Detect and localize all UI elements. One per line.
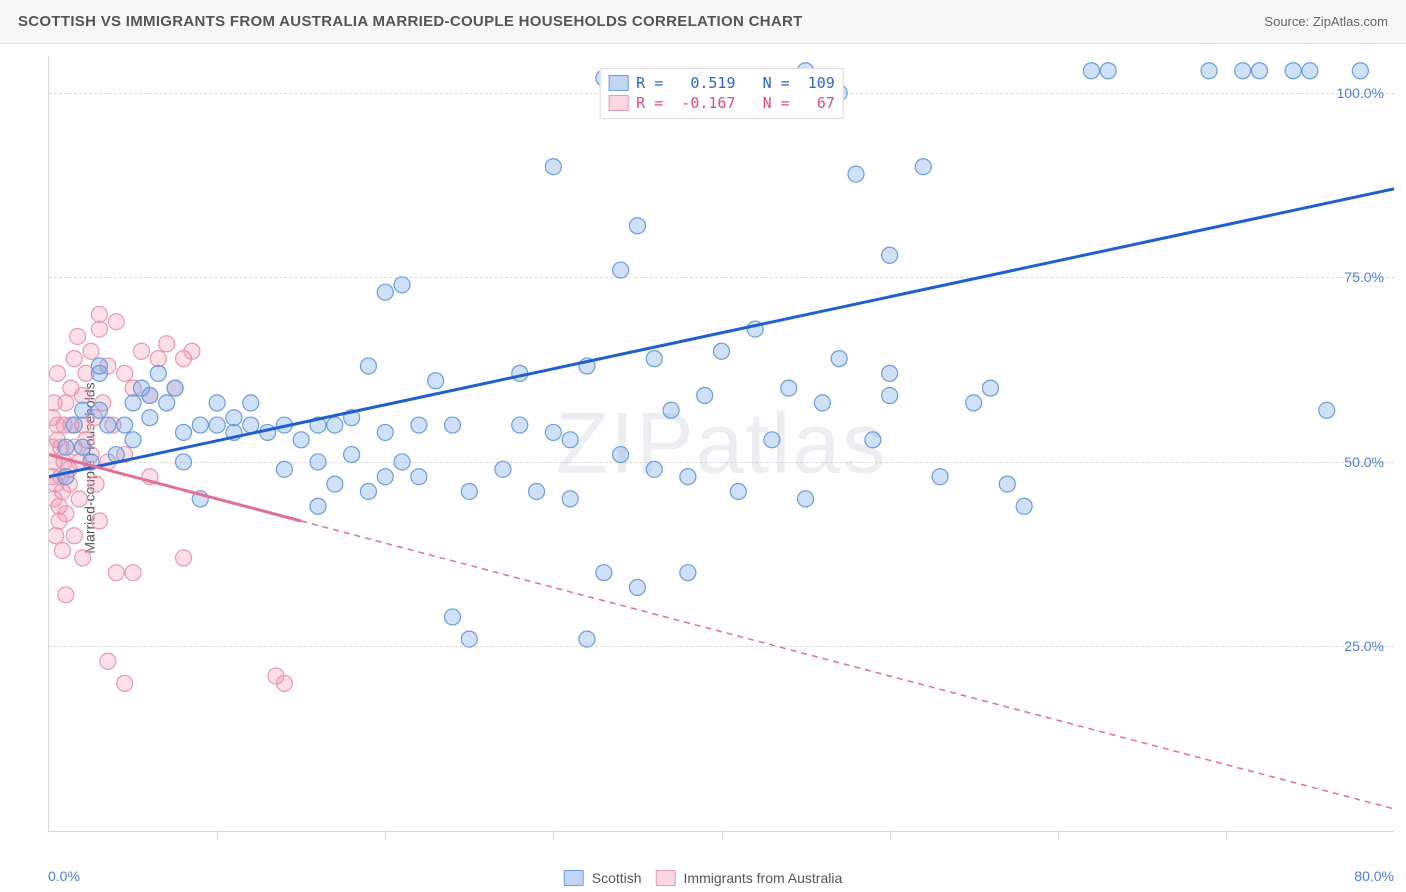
x-tick: [722, 831, 723, 839]
source-label: Source: ZipAtlas.com: [1264, 14, 1388, 29]
stat-row: R = -0.167 N = 67: [608, 93, 835, 113]
x-tick: [553, 831, 554, 839]
scatter-plot-svg: [49, 56, 1394, 831]
stat-text: R = -0.167 N = 67: [636, 93, 835, 113]
legend-item: Immigrants from Australia: [656, 870, 843, 886]
legend-swatch: [564, 870, 584, 886]
header-bar: SCOTTISH VS IMMIGRANTS FROM AUSTRALIA MA…: [0, 0, 1406, 44]
legend: Scottish Immigrants from Australia: [564, 870, 843, 886]
stat-row: R = 0.519 N = 109: [608, 73, 835, 93]
x-label-max: 80.0%: [1354, 868, 1394, 884]
x-tick: [1226, 831, 1227, 839]
chart-title: SCOTTISH VS IMMIGRANTS FROM AUSTRALIA MA…: [18, 13, 803, 30]
x-tick: [1058, 831, 1059, 839]
x-label-min: 0.0%: [48, 868, 80, 884]
legend-item: Scottish: [564, 870, 642, 886]
stat-swatch: [608, 75, 628, 91]
x-tick: [890, 831, 891, 839]
stat-text: R = 0.519 N = 109: [636, 73, 835, 93]
x-tick: [217, 831, 218, 839]
legend-swatch: [656, 870, 676, 886]
chart-container: Married-couple Households ZIPatlas 25.0%…: [0, 44, 1406, 892]
stat-swatch: [608, 95, 628, 111]
legend-label: Immigrants from Australia: [684, 870, 843, 886]
plot-area: ZIPatlas 25.0%50.0%75.0%100.0%R = 0.519 …: [48, 56, 1394, 832]
correlation-stat-box: R = 0.519 N = 109R = -0.167 N = 67: [599, 68, 844, 119]
x-tick: [385, 831, 386, 839]
legend-label: Scottish: [592, 870, 642, 886]
